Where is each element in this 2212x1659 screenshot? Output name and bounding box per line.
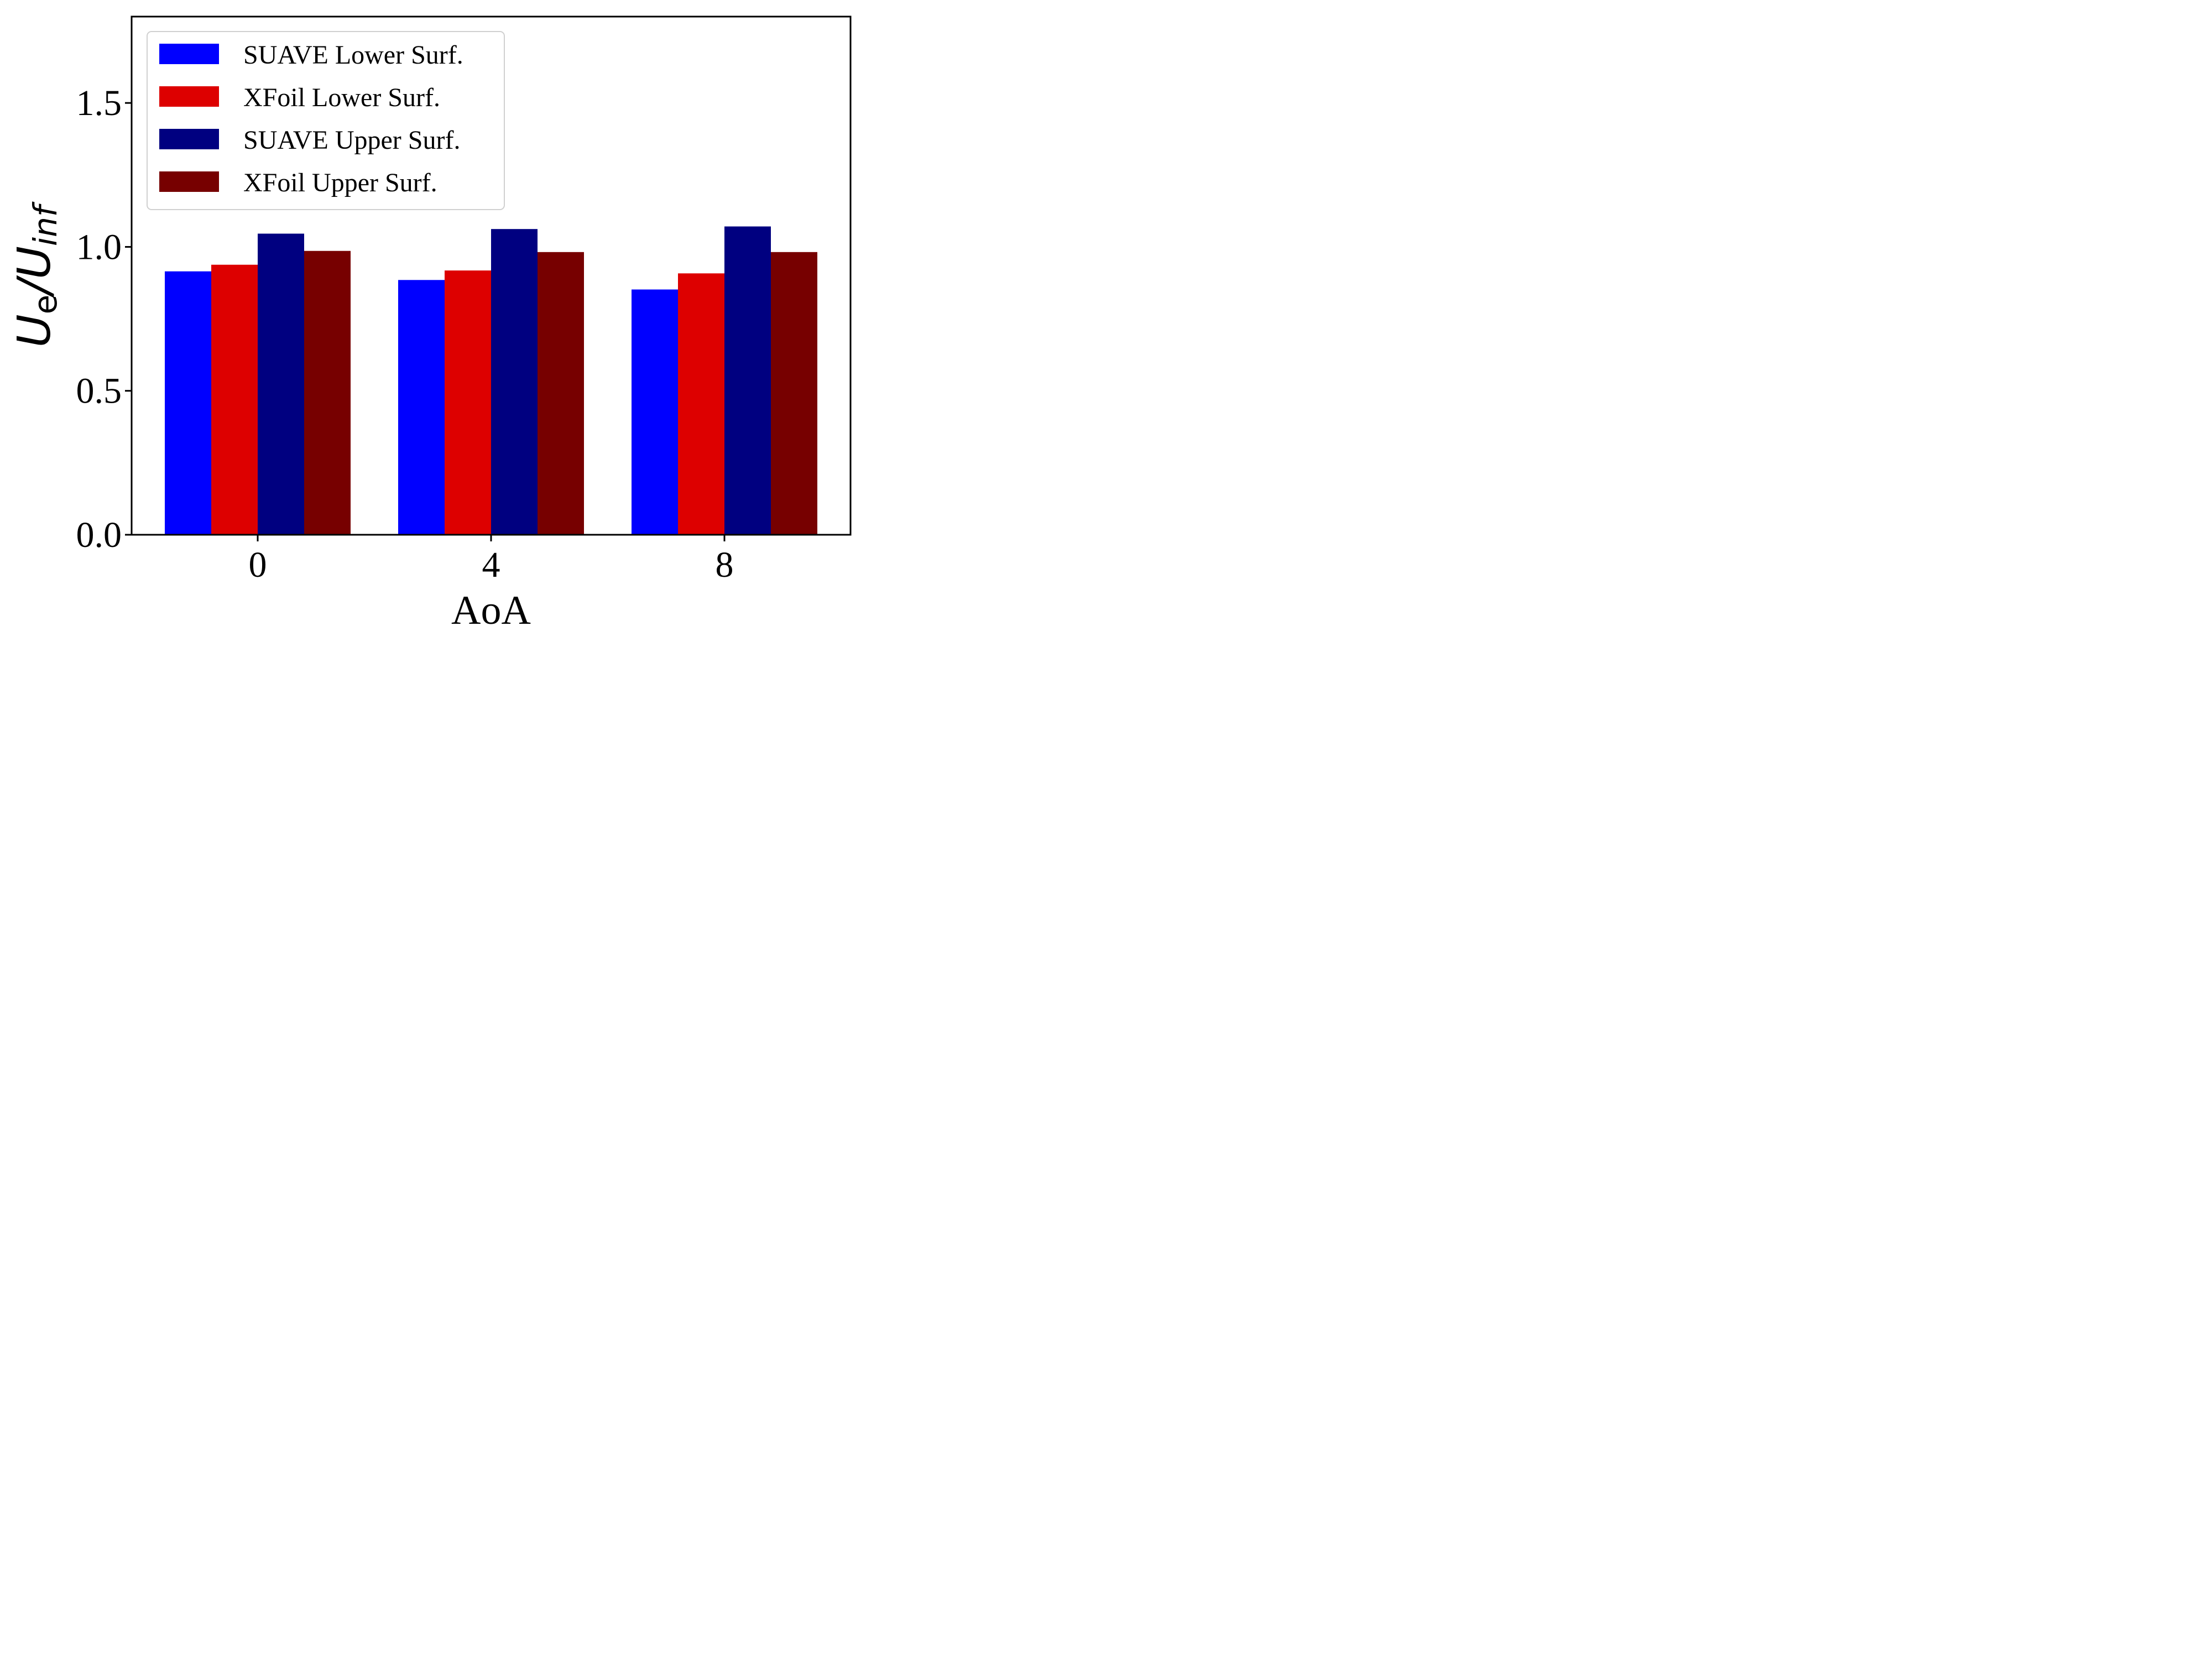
legend-label: SUAVE Lower Surf. [243,40,463,70]
x-tick-label: 4 [482,545,500,585]
x-tick-label: 0 [249,545,267,585]
bar-chart: 0.0 0.5 1.0 1.5 0 4 8 SUAVE Lower Surf. XFoil … [8,15,852,633]
bar-xfoil-upper-surf-4 [538,252,584,535]
bar-suave-upper-surf-8 [724,226,771,535]
x-axis-ticks: 0 4 8 [249,535,734,585]
bar-suave-upper-surf-4 [491,229,538,535]
bar-xfoil-lower-surf-8 [678,273,724,535]
bar-xfoil-upper-surf-8 [771,252,817,535]
y-axis-label-main2: U [8,246,61,279]
y-axis-label: Ue/Uinf [8,201,64,347]
y-axis-label-main: U [8,314,61,347]
y-axis-label-sub2: inf [27,201,64,246]
bar-suave-lower-surf-4 [398,280,445,535]
bar-suave-lower-surf-0 [165,271,211,535]
y-tick-label: 1.5 [76,83,122,123]
bar-suave-lower-surf-8 [632,289,678,535]
bars-layer [165,226,817,535]
y-tick-label: 0.5 [76,371,122,411]
y-tick-label: 0.0 [76,515,122,555]
bar-xfoil-lower-surf-4 [445,270,491,535]
legend-swatch [159,129,219,149]
legend: SUAVE Lower Surf. XFoil Lower Surf. SUAVE … [147,31,505,210]
bar-suave-upper-surf-0 [258,233,304,535]
x-axis-label: AoA [451,588,531,633]
legend-label: XFoil Upper Surf. [243,168,437,197]
legend-label: XFoil Lower Surf. [243,83,440,112]
legend-swatch [159,44,219,64]
legend-label: SUAVE Upper Surf. [243,126,460,155]
bar-xfoil-upper-surf-0 [304,251,351,535]
y-axis-label-sub1: e [27,295,64,315]
y-tick-label: 1.0 [76,227,122,267]
legend-box [147,31,505,210]
legend-swatch [159,171,219,192]
bar-xfoil-lower-surf-0 [211,264,258,535]
legend-swatch [159,86,219,107]
plot-frame [131,15,852,536]
x-tick-label: 8 [716,545,734,585]
y-axis-ticks: 0.0 0.5 1.0 1.5 [76,83,132,555]
